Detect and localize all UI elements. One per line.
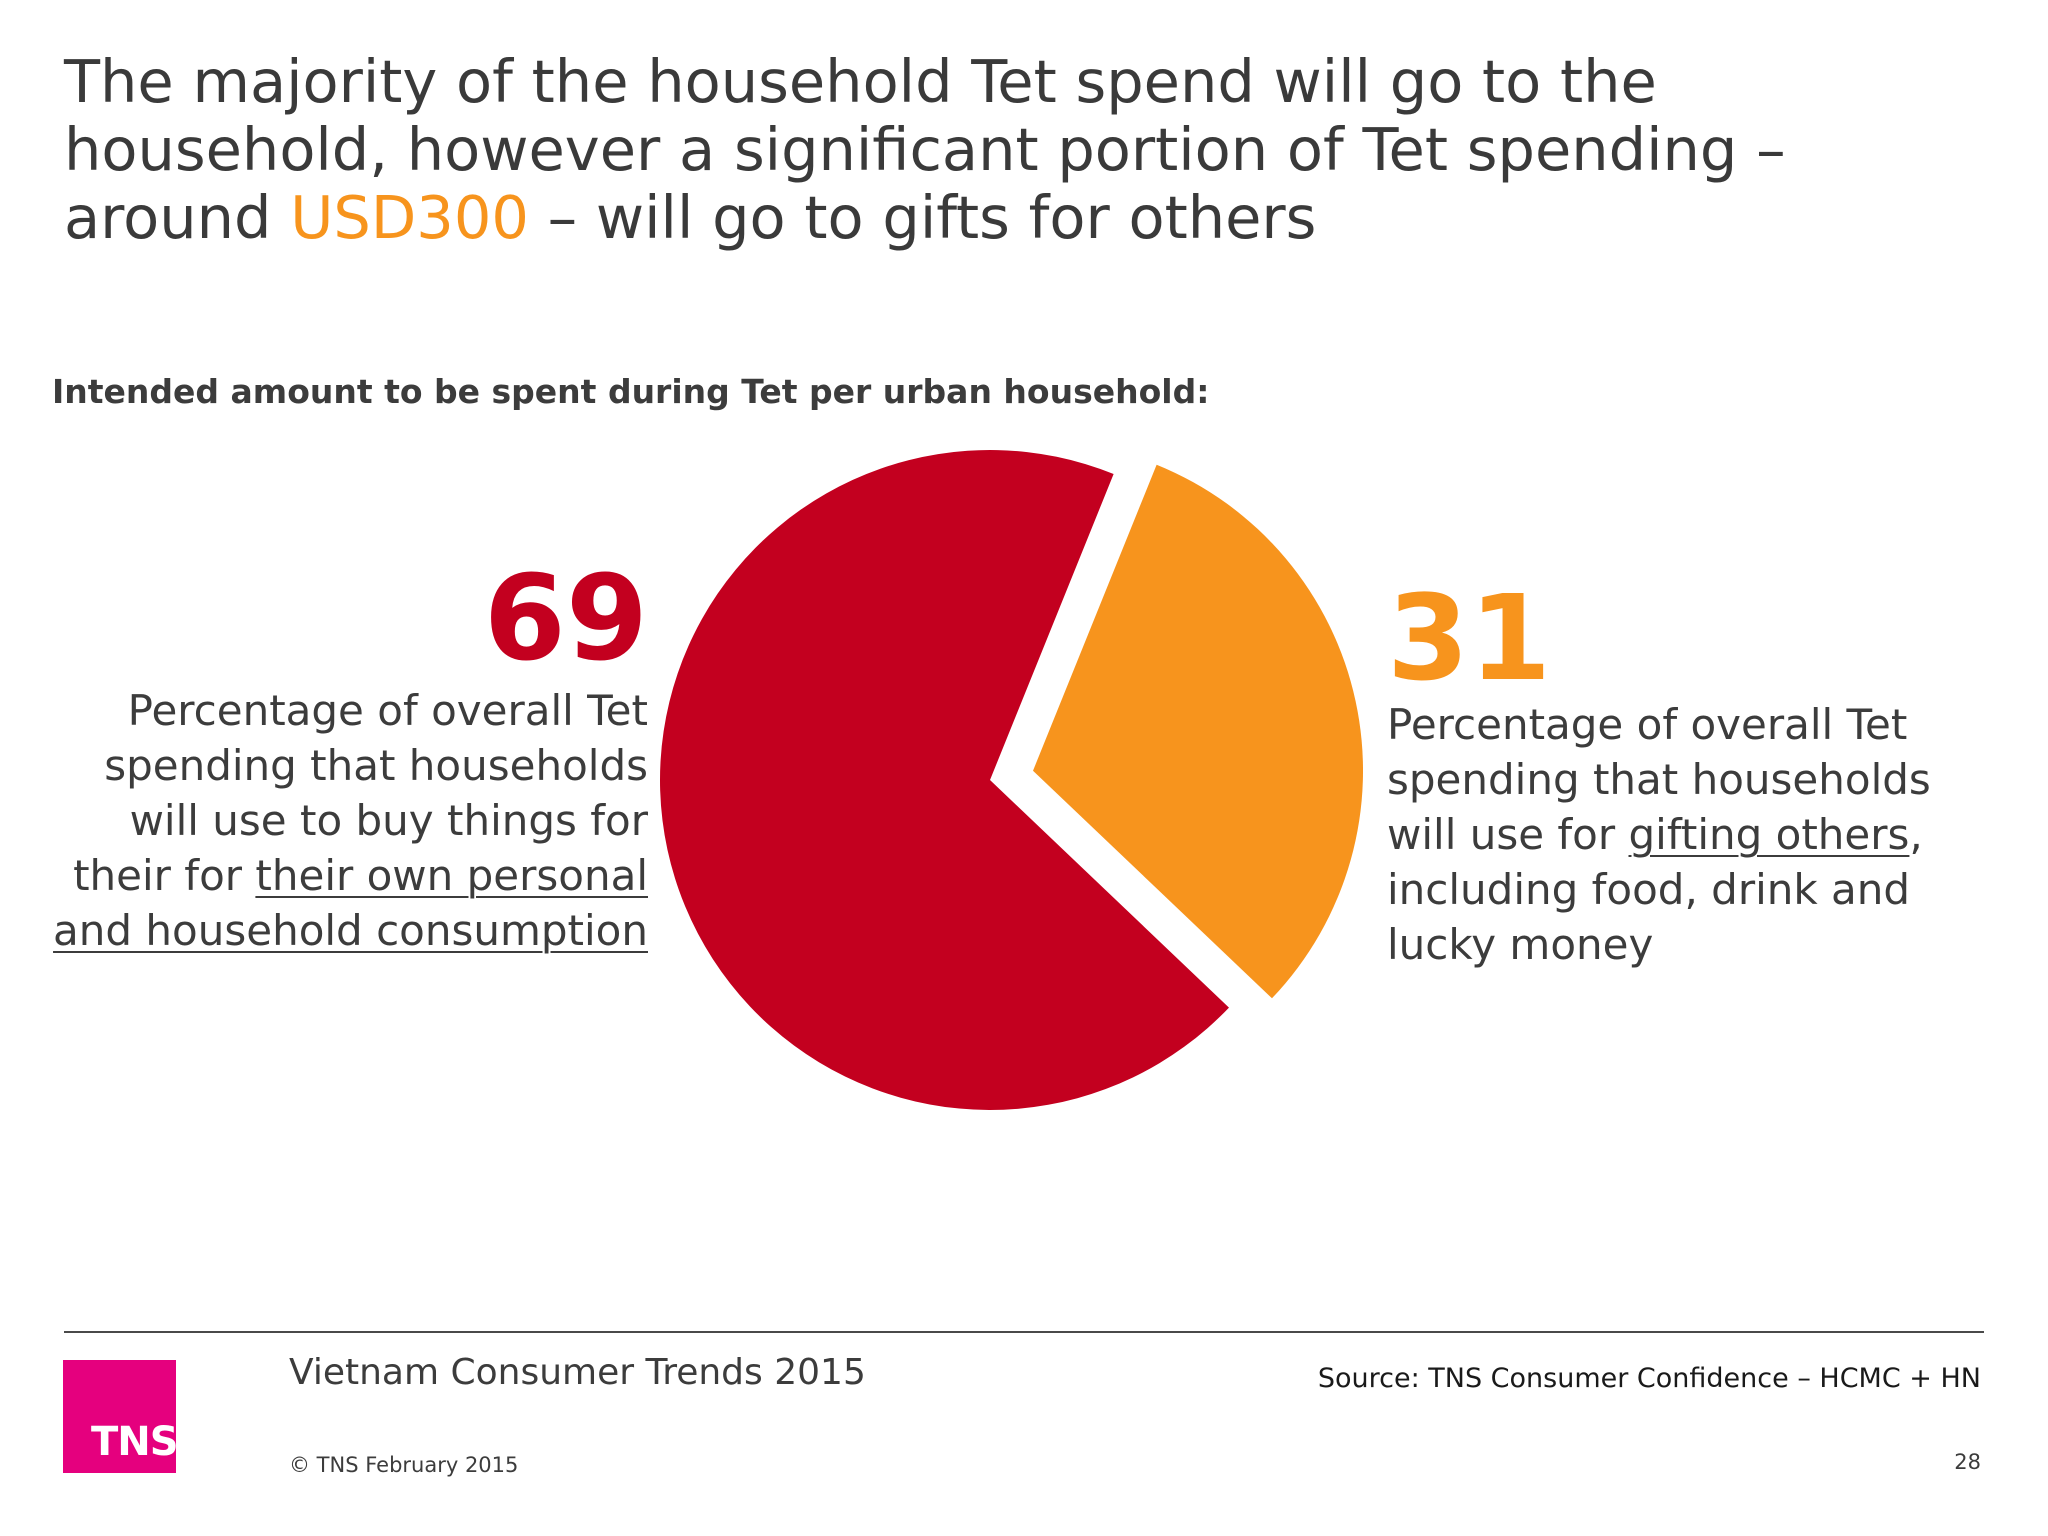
pie-slice-consumption xyxy=(659,450,1229,1111)
page-number: 28 xyxy=(1954,1450,1981,1474)
chart-subtitle: Intended amount to be spent during Tet p… xyxy=(52,372,1210,411)
description-gifting-text-1: Percentage of overall Tet spending that … xyxy=(1387,700,1931,859)
value-label-consumption: 69 xyxy=(483,549,648,687)
headline: The majority of the household Tet spend … xyxy=(64,48,1984,252)
tns-logo-text: TNS xyxy=(91,1419,179,1465)
headline-text-1: The majority of the household Tet spend … xyxy=(64,47,1786,252)
value-label-gifting: 31 xyxy=(1387,569,1552,707)
headline-text-2: – will go to gifts for others xyxy=(528,183,1317,252)
description-gifting-underlined: gifting others xyxy=(1628,810,1910,859)
description-gifting: Percentage of overall Tet spending that … xyxy=(1387,697,1987,972)
description-consumption-text: Percentage of overall Tet spending that … xyxy=(73,686,648,900)
source-note: Source: TNS Consumer Confidence – HCMC +… xyxy=(1317,1363,1981,1394)
tns-logo: TNS xyxy=(63,1360,179,1473)
headline-accent: USD300 xyxy=(290,183,529,252)
description-consumption-underlined: their own personal and household consump… xyxy=(53,851,648,955)
footer-divider xyxy=(64,1331,1984,1333)
description-consumption: Percentage of overall Tet spending that … xyxy=(48,683,648,958)
copyright: © TNS February 2015 xyxy=(289,1453,519,1477)
pie-slice-gifting xyxy=(1033,464,1364,999)
footer-title: Vietnam Consumer Trends 2015 xyxy=(289,1352,866,1393)
description-gifting-text-2: , including food, drink and lucky money xyxy=(1387,810,1923,969)
